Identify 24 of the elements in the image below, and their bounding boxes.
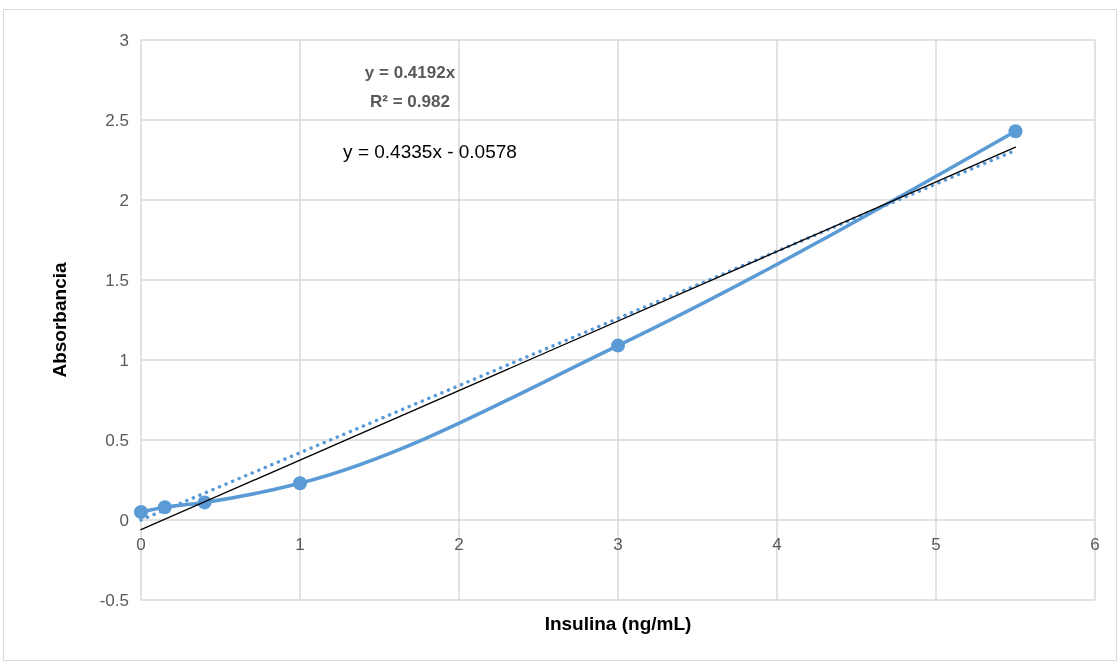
y-tick-label: 0 bbox=[119, 510, 129, 530]
y-tick-label: 2.5 bbox=[105, 110, 129, 130]
x-axis-title: Insulina (ng/mL) bbox=[544, 613, 692, 634]
point bbox=[134, 505, 148, 519]
point bbox=[611, 338, 625, 353]
x-tick-label: 4 bbox=[772, 535, 782, 554]
y-tick-label: 3 bbox=[119, 30, 129, 50]
x-tick-label: 6 bbox=[1090, 535, 1100, 554]
y-tick-label: -0.5 bbox=[99, 590, 129, 610]
y-tick-label: 0.5 bbox=[105, 430, 129, 450]
x-tick-label: 0 bbox=[136, 535, 146, 554]
annotation: y = 0.4192x bbox=[364, 63, 456, 82]
y-tick-label: 1.5 bbox=[105, 270, 129, 290]
y-axis-title: Absorbancia bbox=[49, 262, 70, 378]
x-tick-label: 2 bbox=[454, 535, 464, 554]
annotation: R² = 0.982 bbox=[370, 92, 450, 111]
y-tick-label: 2 bbox=[119, 190, 129, 210]
x-tick-label: 1 bbox=[295, 535, 305, 554]
x-tick-label: 5 bbox=[931, 535, 941, 554]
annotation: y = 0.4335x - 0.0578 bbox=[343, 141, 517, 162]
y-tick-label: 1 bbox=[119, 350, 129, 370]
x-tick-label: 3 bbox=[613, 535, 623, 554]
point bbox=[1008, 124, 1023, 139]
point bbox=[293, 476, 307, 491]
